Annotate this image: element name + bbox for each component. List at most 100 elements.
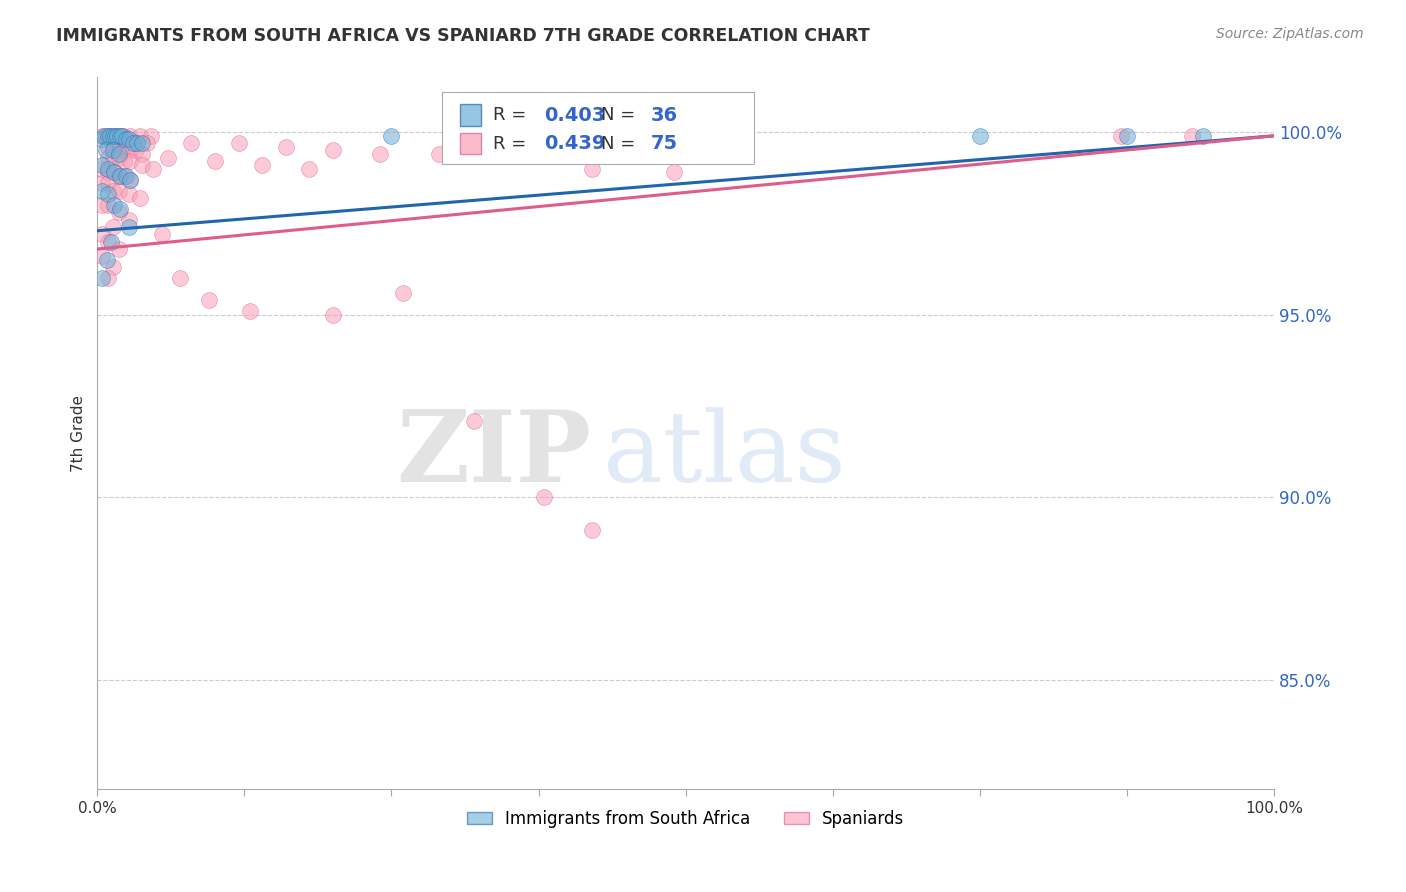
Point [120, 172, 142, 186]
Point [91, 184, 114, 198]
Point [114, 132, 136, 146]
Point [97, 140, 120, 154]
Point [91, 128, 114, 143]
Point [169, 271, 191, 285]
Point [97, 165, 120, 179]
Text: R =: R = [492, 106, 531, 124]
Y-axis label: 7th Grade: 7th Grade [72, 395, 86, 472]
Point [97, 271, 120, 285]
Point [581, 161, 603, 176]
Point [91, 198, 114, 212]
Point [1115, 128, 1137, 143]
Point [135, 136, 157, 150]
Point [969, 128, 991, 143]
Point [103, 165, 125, 179]
Point [107, 242, 129, 256]
Point [120, 154, 142, 169]
Point [108, 132, 131, 146]
Point [131, 147, 153, 161]
Point [100, 235, 122, 249]
Point [662, 165, 685, 179]
Point [1109, 128, 1132, 143]
Point [427, 147, 450, 161]
Point [142, 161, 165, 176]
Text: 0.403: 0.403 [544, 105, 606, 125]
Point [108, 202, 131, 216]
Point [368, 147, 391, 161]
Point [107, 147, 129, 161]
Point [90, 132, 112, 146]
Point [97, 198, 120, 212]
Text: IMMIGRANTS FROM SOUTH AFRICA VS SPANIARD 7TH GRADE CORRELATION CHART: IMMIGRANTS FROM SOUTH AFRICA VS SPANIARD… [56, 27, 870, 45]
Text: 75: 75 [651, 134, 678, 153]
Point [125, 144, 148, 158]
Point [112, 154, 135, 169]
Point [97, 151, 120, 165]
Point [274, 140, 297, 154]
Point [239, 304, 262, 318]
Point [1192, 128, 1215, 143]
Point [322, 144, 344, 158]
Point [322, 308, 344, 322]
Point [250, 158, 273, 172]
Point [581, 523, 603, 537]
Point [91, 249, 114, 263]
Point [118, 212, 141, 227]
Point [392, 285, 415, 300]
Point [128, 191, 150, 205]
Point [91, 158, 114, 172]
Point [101, 220, 124, 235]
Point [97, 176, 120, 190]
Point [156, 151, 179, 165]
Point [114, 169, 136, 183]
Point [101, 144, 124, 158]
Point [118, 132, 141, 146]
Point [96, 252, 118, 267]
Point [107, 151, 129, 165]
Point [131, 136, 153, 150]
Point [101, 128, 124, 143]
Point [101, 260, 124, 275]
Point [107, 205, 129, 219]
Point [105, 128, 128, 143]
Point [107, 169, 129, 183]
Point [112, 144, 135, 158]
Text: N =: N = [600, 135, 641, 153]
Point [675, 128, 697, 143]
Point [463, 413, 485, 427]
Point [522, 140, 544, 154]
Point [107, 184, 129, 198]
Point [103, 198, 125, 212]
Point [91, 176, 114, 190]
Point [533, 490, 555, 504]
Point [97, 128, 120, 143]
FancyBboxPatch shape [441, 92, 754, 164]
Point [101, 184, 124, 198]
Point [94, 128, 117, 143]
Point [118, 220, 141, 235]
Point [180, 136, 202, 150]
Point [150, 227, 173, 242]
Point [141, 128, 163, 143]
Point [111, 128, 134, 143]
Point [103, 140, 125, 154]
Bar [460, 133, 481, 154]
Point [94, 144, 117, 158]
Point [1180, 128, 1202, 143]
Legend: Immigrants from South Africa, Spaniards: Immigrants from South Africa, Spaniards [460, 803, 911, 834]
Text: ZIP: ZIP [396, 406, 592, 503]
Point [91, 161, 114, 176]
Point [97, 161, 120, 176]
Point [131, 158, 153, 172]
Point [204, 154, 226, 169]
Point [101, 151, 124, 165]
Bar [460, 104, 481, 126]
Point [93, 128, 115, 143]
Point [128, 128, 150, 143]
Point [108, 169, 131, 183]
Point [120, 144, 142, 158]
Point [298, 161, 321, 176]
Point [98, 128, 121, 143]
Point [105, 128, 128, 143]
Point [108, 128, 131, 143]
